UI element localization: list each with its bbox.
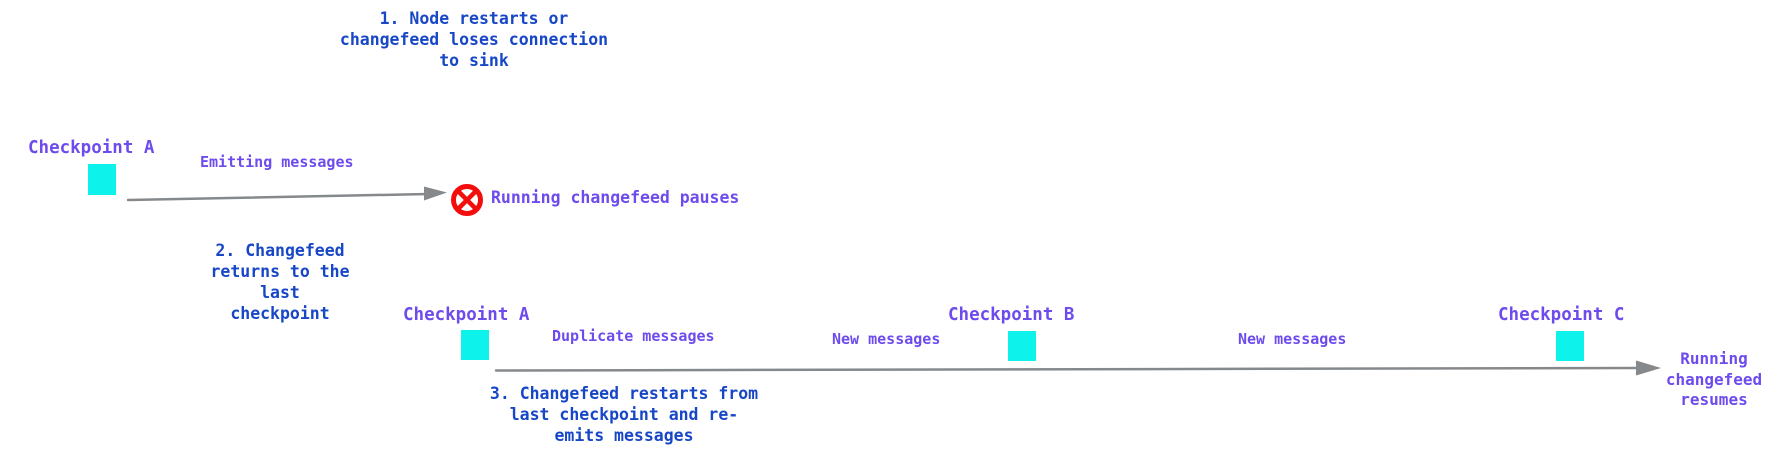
duplicate-messages-label: Duplicate messages (552, 327, 715, 345)
running-changefeed-pauses-label: Running changefeed pauses (491, 188, 740, 207)
new-messages-1-label: New messages (832, 330, 941, 348)
emitting-messages-label: Emitting messages (200, 153, 354, 171)
timeline2-checkpoint-a-label: Checkpoint A (403, 305, 530, 325)
timeline-2-arrow (494, 360, 1661, 376)
timeline2-checkpoint-c-label: Checkpoint C (1498, 305, 1625, 325)
cancel-circle-x-icon (451, 184, 483, 216)
timeline-1-arrow (126, 186, 447, 202)
checkpoint-square-marker-b (1008, 331, 1036, 361)
timeline1-checkpoint-a-label: Checkpoint A (28, 138, 155, 158)
checkpoint-square-marker-a1 (88, 164, 116, 195)
checkpoint-square-marker-c (1556, 331, 1584, 361)
step2-annotation: 2. Changefeed returns to the last checkp… (210, 241, 350, 323)
step3-annotation: 3. Changefeed restarts from last checkpo… (489, 384, 759, 445)
step1-annotation: 1. Node restarts or changefeed loses con… (339, 9, 609, 70)
timeline2-checkpoint-b-label: Checkpoint B (948, 305, 1075, 325)
new-messages-2-label: New messages (1238, 330, 1347, 348)
checkpoint-square-marker-a2 (461, 330, 489, 360)
running-changefeed-resumes-label: Running changefeed resumes (1665, 349, 1763, 409)
